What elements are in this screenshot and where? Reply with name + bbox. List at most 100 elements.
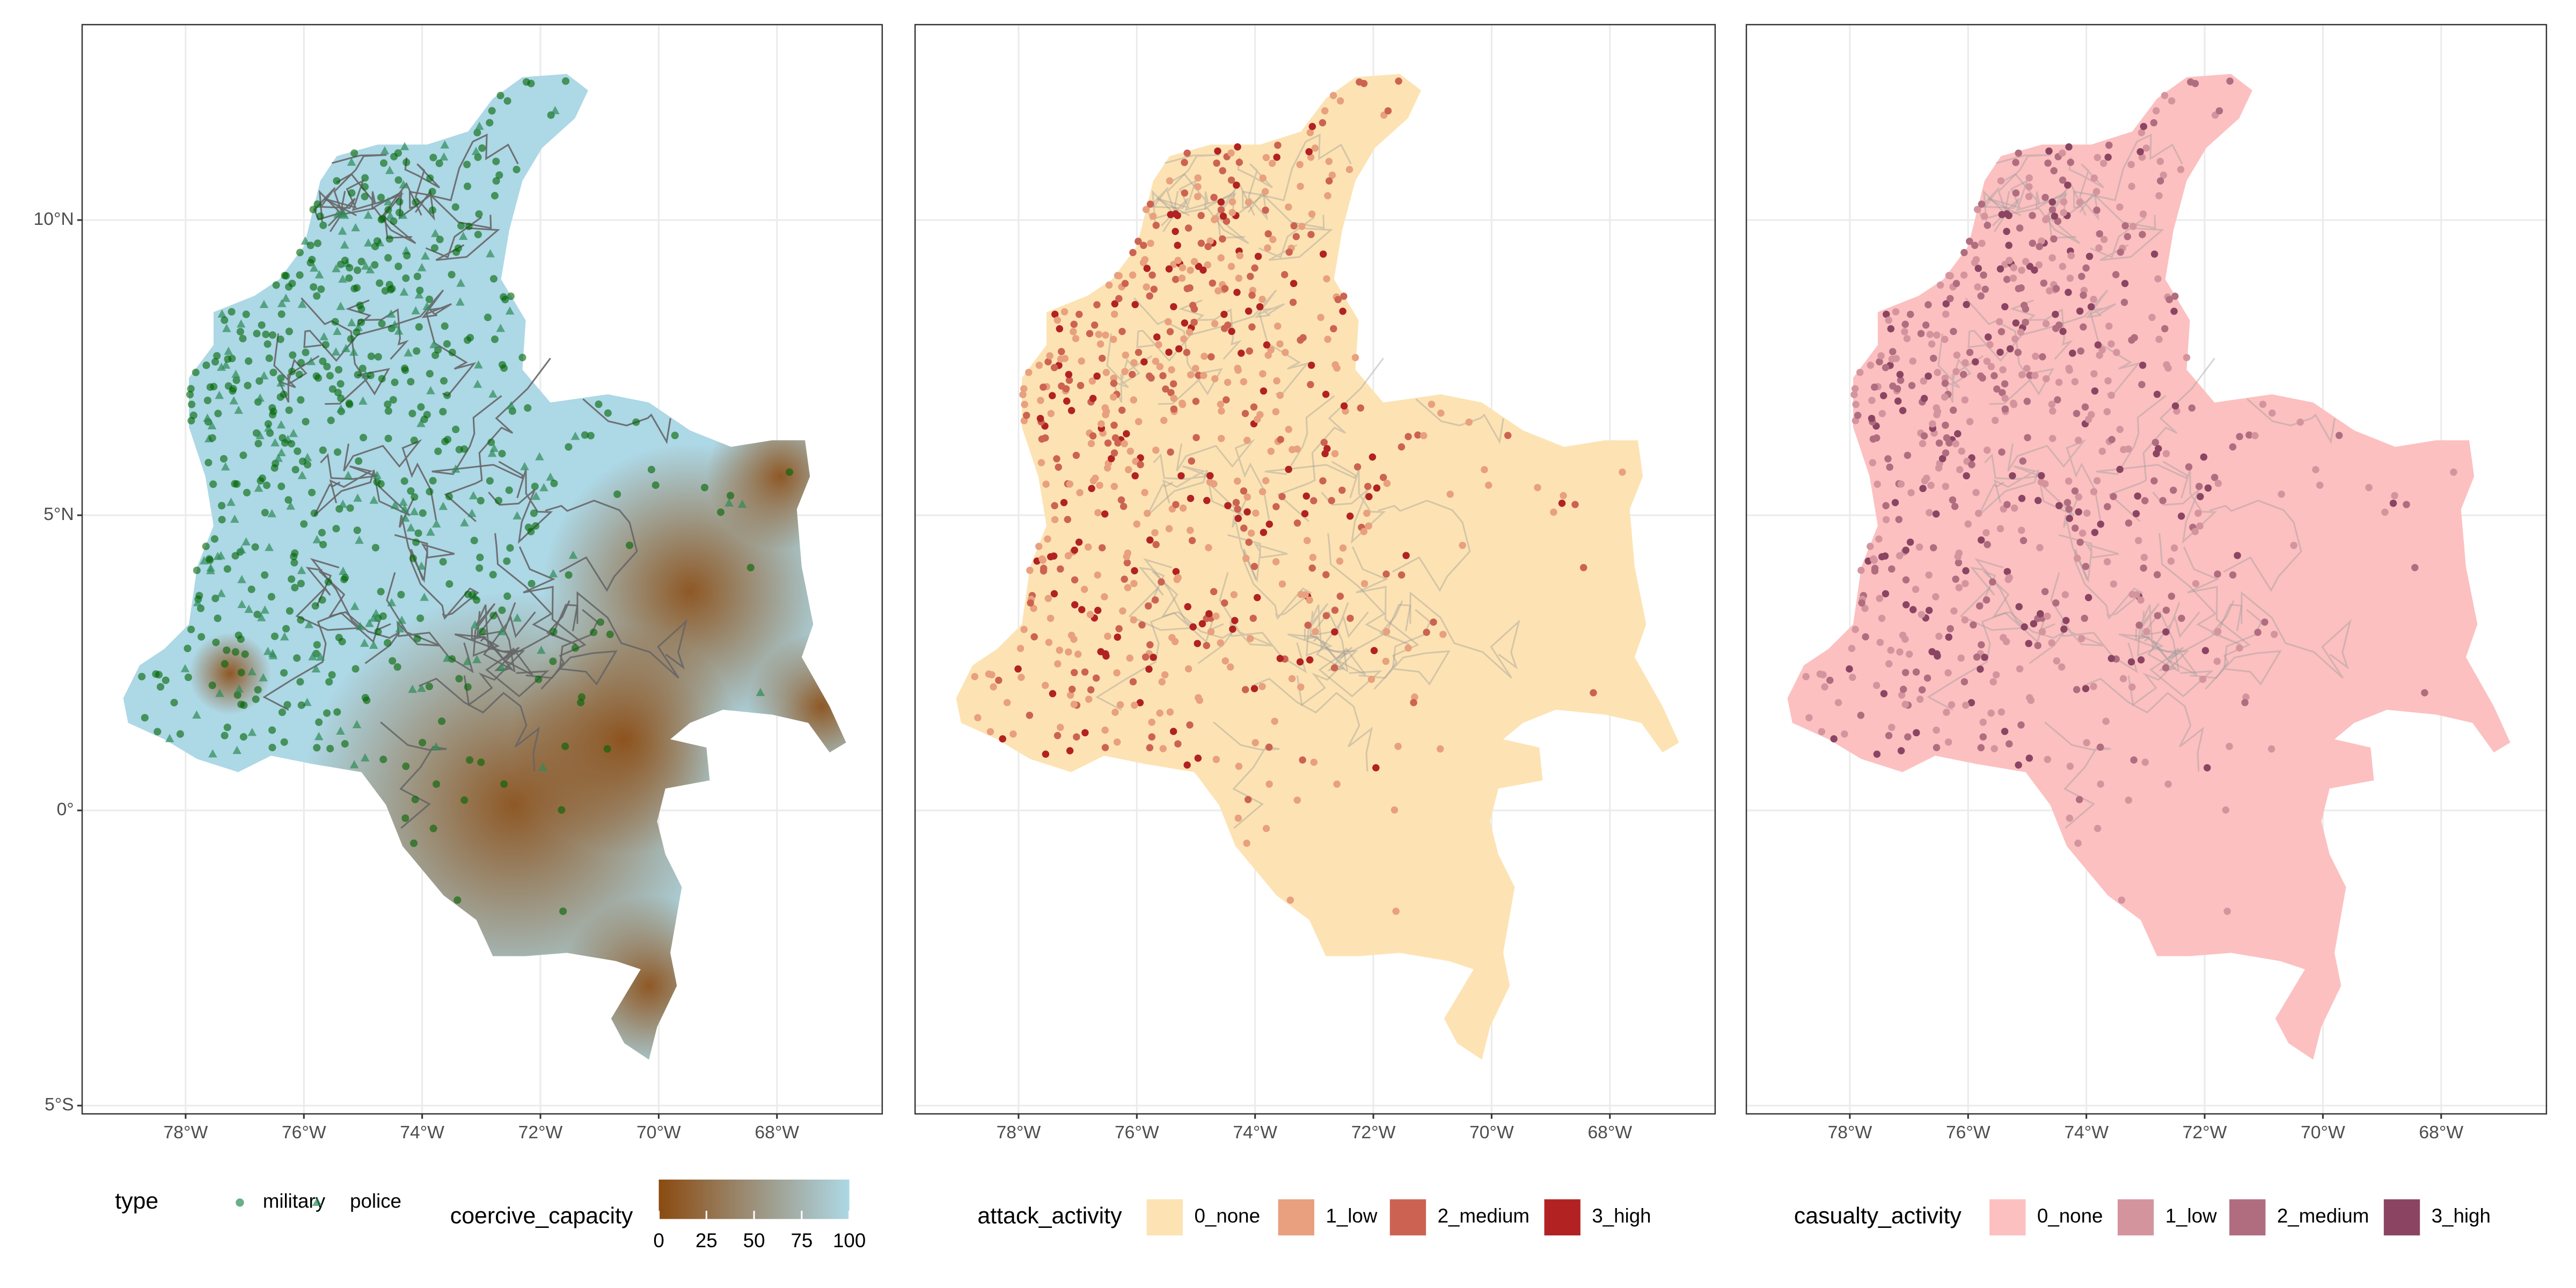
military-point: [290, 553, 298, 561]
event-point: [1089, 432, 1097, 440]
event-point: [2090, 488, 2098, 495]
event-point: [1420, 432, 1428, 440]
event-point: [1129, 678, 1137, 686]
event-point: [2023, 364, 2031, 372]
event-point: [1885, 660, 1893, 668]
event-point: [1960, 271, 1968, 279]
event-point: [1560, 492, 1567, 500]
police-point: [756, 687, 765, 696]
military-point: [345, 399, 353, 407]
event-point: [2006, 574, 2013, 582]
event-point: [2012, 158, 2019, 166]
event-point: [1181, 189, 1189, 197]
event-point: [1852, 400, 1860, 408]
event-point: [2141, 497, 2149, 504]
police-point: [531, 492, 541, 500]
event-point: [1276, 391, 1284, 399]
road: [1151, 182, 1255, 244]
military-point: [410, 436, 418, 444]
event-point: [1299, 334, 1307, 341]
police-point: [263, 647, 273, 655]
event-point: [1285, 248, 1293, 256]
event-point: [1077, 382, 1085, 390]
event-point: [1050, 364, 1058, 371]
military-point: [283, 701, 291, 709]
event-point: [1818, 728, 1826, 736]
military-point: [498, 450, 506, 458]
military-point: [473, 129, 481, 137]
event-point: [1304, 537, 1311, 544]
event-point: [1246, 347, 1253, 355]
military-point: [448, 270, 456, 279]
police-point: [426, 386, 435, 394]
road: [2096, 395, 2188, 479]
police-point: [259, 673, 268, 682]
military-point: [478, 144, 486, 152]
military-point: [505, 486, 513, 494]
event-point: [1078, 606, 1086, 613]
police-point: [276, 420, 286, 429]
event-point: [2092, 188, 2101, 195]
event-point: [2009, 472, 2016, 480]
road: [320, 453, 378, 503]
military-point: [333, 448, 342, 456]
event-point: [1217, 198, 1225, 206]
event-point: [2001, 728, 2009, 735]
police-point: [390, 501, 400, 509]
event-point: [1382, 570, 1390, 578]
event-point: [999, 735, 1006, 743]
military-point: [288, 280, 296, 288]
police-point: [236, 319, 246, 328]
event-point: [2099, 159, 2107, 167]
event-point: [1175, 345, 1183, 353]
event-point: [2178, 614, 2185, 622]
event-point: [2229, 571, 2237, 579]
event-point: [1367, 676, 1375, 683]
event-point: [2071, 524, 2079, 532]
event-point: [1003, 699, 1011, 706]
police-point: [497, 663, 506, 671]
event-point: [1111, 300, 1119, 308]
event-point: [1966, 348, 1974, 356]
police-point: [193, 598, 202, 606]
event-point: [1929, 420, 1936, 428]
road: [1927, 612, 2055, 711]
event-point: [1234, 814, 1242, 822]
military-point: [428, 187, 436, 196]
event-point: [2090, 174, 2098, 182]
event-point: [2041, 194, 2049, 201]
military-point: [411, 493, 419, 501]
military-point: [452, 426, 460, 434]
event-point: [2391, 492, 2398, 500]
military-point: [445, 580, 453, 588]
event-point: [2081, 403, 2089, 411]
police-point: [439, 152, 449, 161]
event-point: [1311, 144, 1319, 152]
military-point: [313, 292, 321, 300]
road: [576, 591, 687, 679]
police-point: [332, 264, 341, 273]
event-point: [1098, 544, 1106, 552]
event-point: [2076, 199, 2084, 206]
event-point: [1250, 685, 1258, 692]
event-point: [2150, 119, 2158, 127]
event-point: [2204, 764, 2211, 772]
event-point: [1397, 571, 1406, 579]
event-point: [2171, 402, 2179, 410]
event-point: [1459, 541, 1466, 549]
colorbar-title: coercive_capacity: [450, 1203, 633, 1229]
event-point: [1917, 330, 1925, 338]
event-point: [1952, 368, 1960, 376]
event-point: [1876, 358, 1883, 365]
lon-tick-label: 72°W: [1351, 1123, 1396, 1143]
military-point: [716, 508, 724, 516]
police-point: [422, 302, 431, 310]
event-point: [1165, 525, 1173, 532]
event-point: [1299, 756, 1306, 764]
road: [2136, 603, 2178, 657]
event-point: [1181, 158, 1188, 166]
event-point: [1200, 371, 1208, 379]
event-point: [2076, 538, 2084, 546]
event-point: [1996, 265, 2004, 273]
